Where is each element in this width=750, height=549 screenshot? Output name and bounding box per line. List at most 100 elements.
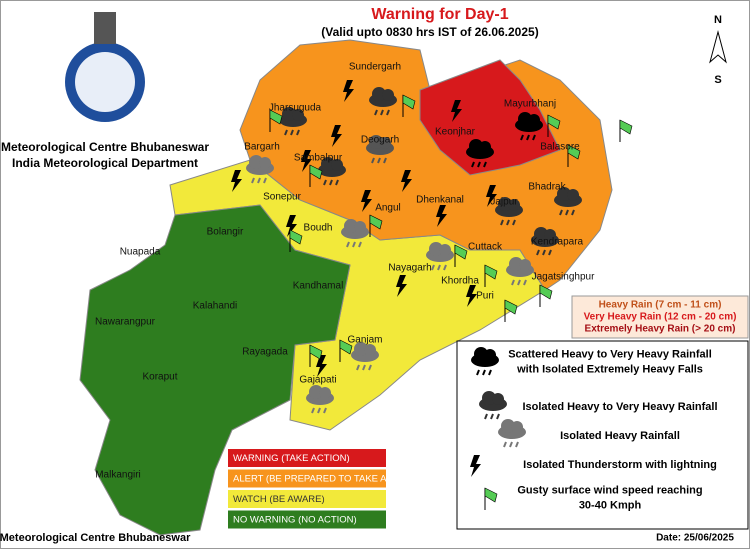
rain-drop xyxy=(311,407,315,414)
wind-flag xyxy=(547,114,561,130)
district-label: Kandhamal xyxy=(293,281,344,292)
cloud-icon xyxy=(479,391,507,420)
rain-drop xyxy=(317,407,321,414)
warning-legend-swatch xyxy=(228,490,386,508)
cloud xyxy=(557,187,571,201)
cloud-icon xyxy=(495,197,523,226)
rain-drop xyxy=(251,177,255,184)
rain-drop xyxy=(520,134,524,141)
district-label: Cuttack xyxy=(468,242,503,253)
cloud xyxy=(321,157,335,171)
cloud xyxy=(319,387,331,399)
rain-drop xyxy=(548,249,552,256)
emblem xyxy=(94,12,116,44)
rain-drop xyxy=(476,369,480,376)
district-label: Rayagada xyxy=(242,347,288,358)
rain-drop xyxy=(346,241,350,248)
cloud-icon xyxy=(426,242,454,271)
cloud xyxy=(482,391,496,405)
cloud xyxy=(372,87,386,101)
cloud xyxy=(344,219,358,233)
rain-drop xyxy=(571,209,575,216)
district-label: Angul xyxy=(375,203,401,214)
district-label: Khordha xyxy=(441,276,479,287)
lightning xyxy=(301,150,312,172)
logo-center xyxy=(75,52,135,112)
lightning xyxy=(470,455,481,477)
cloud-icon xyxy=(246,155,274,184)
map-zones xyxy=(79,39,613,536)
cloud xyxy=(249,155,263,169)
zone-no-warning xyxy=(79,204,351,536)
wind-flag xyxy=(309,344,323,360)
rain-drop xyxy=(352,241,356,248)
rain-drop xyxy=(559,209,563,216)
cloud-icon xyxy=(341,219,369,248)
lightning xyxy=(316,355,327,377)
rain-drop xyxy=(368,364,372,371)
icon-legend-text: Isolated Heavy Rainfall xyxy=(560,430,680,442)
rain-drop xyxy=(484,413,488,420)
lightning xyxy=(451,100,462,122)
cloud-icon xyxy=(318,157,346,186)
subtitle: (Valid upto 0830 hrs IST of 26.06.2025) xyxy=(321,25,538,39)
wind-flag xyxy=(402,94,416,110)
cloud-icon xyxy=(554,187,582,216)
icon-legend-text: Gusty surface wind speed reaching xyxy=(517,484,702,496)
cloud-icon xyxy=(531,227,559,256)
lightning xyxy=(331,125,342,147)
org-line: India Meteorological Department xyxy=(12,156,198,170)
rain-drop xyxy=(500,219,504,226)
rain-drop xyxy=(542,249,546,256)
north: N xyxy=(714,14,722,26)
cloud-icon xyxy=(366,135,394,164)
cloud xyxy=(509,257,523,271)
rain-drop xyxy=(477,161,481,168)
rain-legend-item: Extremely Heavy Rain (> 20 cm) xyxy=(585,324,736,335)
wind-flag xyxy=(539,284,553,300)
wind-flag xyxy=(454,244,468,260)
district-label: Jharsuguda xyxy=(269,103,322,114)
district-label: Ganjam xyxy=(347,335,382,346)
icon-legend-text: 30-40 Kmph xyxy=(579,499,642,511)
rain-drop xyxy=(526,134,530,141)
rain-drop xyxy=(437,264,441,271)
cloud xyxy=(354,221,366,233)
south: S xyxy=(714,74,721,86)
cloud-icon xyxy=(506,257,534,286)
rain-drop xyxy=(386,109,390,116)
cloud-icon xyxy=(369,87,397,116)
cloud xyxy=(379,137,391,149)
cloud xyxy=(369,135,383,149)
wind-flag xyxy=(504,299,518,315)
cloud-icon xyxy=(471,347,499,376)
warning-legend-text: ALERT (BE PREPARED TO TAKE ACTION) xyxy=(233,474,419,485)
district-label: Balasore xyxy=(540,142,580,153)
district-label: Nuapada xyxy=(120,247,161,258)
wind-flag xyxy=(484,487,498,503)
rain-drop xyxy=(523,279,527,286)
rain-drop xyxy=(471,161,475,168)
cloud xyxy=(498,197,512,211)
district-label: Nayagarh xyxy=(388,263,431,274)
rain-drop xyxy=(296,129,300,136)
cloud xyxy=(309,385,323,399)
rain-drop xyxy=(565,209,569,216)
district-label: Bolangir xyxy=(207,227,244,238)
district-label: Sundergarh xyxy=(349,62,401,73)
rain-drop xyxy=(356,364,360,371)
cloud xyxy=(469,139,483,153)
cloud-icon xyxy=(498,419,526,448)
district-label: Malkangiri xyxy=(95,470,141,481)
rain-drop xyxy=(490,413,494,420)
zone-warning xyxy=(419,59,561,176)
wind-flag xyxy=(369,214,383,230)
district-label: Koraput xyxy=(142,372,177,383)
rain-drop xyxy=(257,177,261,184)
cloud xyxy=(518,112,532,126)
rain-legend-box xyxy=(571,295,749,339)
rain-drop xyxy=(374,109,378,116)
rain-drop xyxy=(284,129,288,136)
cloud xyxy=(479,141,491,153)
